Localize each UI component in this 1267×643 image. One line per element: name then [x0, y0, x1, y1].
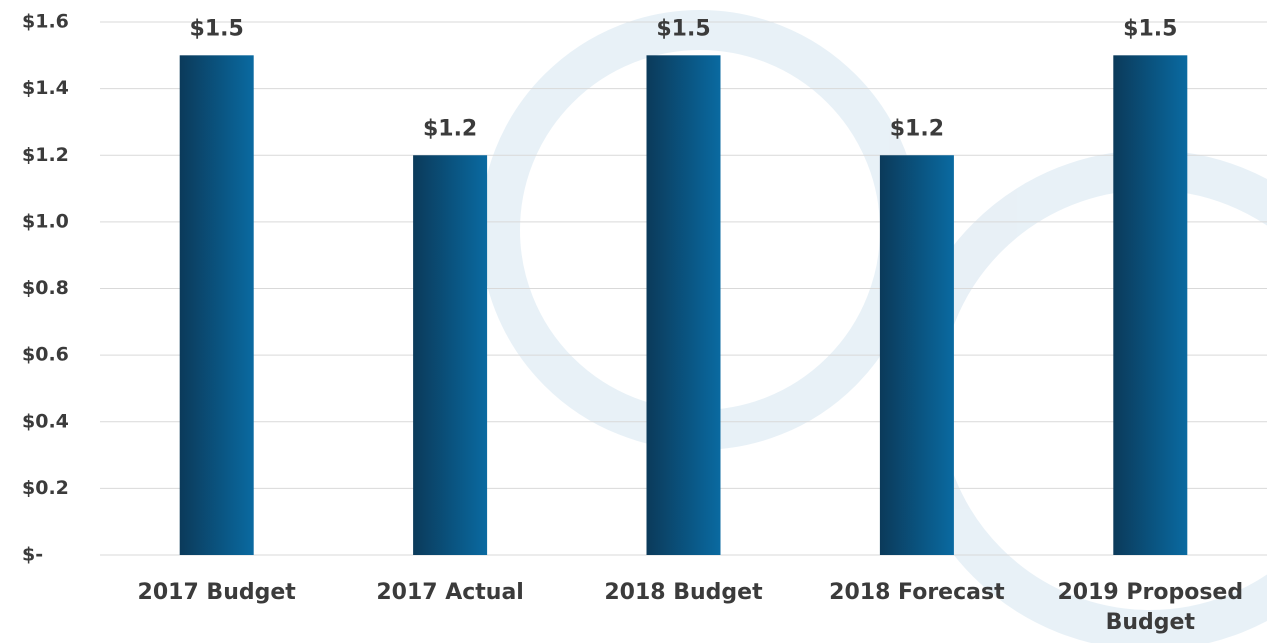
x-tick-label: 2018 Budget: [569, 578, 799, 608]
value-label: $1.2: [423, 116, 477, 141]
bar: [647, 55, 721, 555]
y-tick-label: $1.0: [22, 210, 69, 232]
y-tick-label: $1.6: [22, 11, 69, 33]
y-tick-label: $0.4: [22, 410, 69, 432]
chart: $- $0.2 $0.4 $0.6 $0.8 $1.0 $1.2 $1.4 $1.6 $1.5 $1…: [0, 0, 1267, 643]
y-tick-label: $0.6: [22, 344, 69, 366]
watermark-ring: [920, 170, 1267, 630]
value-label: $1.5: [190, 16, 244, 41]
y-tick-label: $0.2: [22, 477, 69, 499]
y-tick-label: $1.4: [22, 77, 69, 99]
x-tick-label: 2018 Forecast: [802, 578, 1032, 608]
x-tick-label: 2017 Budget: [102, 578, 332, 608]
value-label: $1.2: [890, 116, 944, 141]
bar: [880, 155, 954, 555]
y-tick-label: $1.2: [22, 144, 69, 166]
page: $- $0.2 $0.4 $0.6 $0.8 $1.0 $1.2 $1.4 $1.6 $1.5 $1…: [0, 0, 1267, 643]
y-tick-label: $0.8: [22, 277, 69, 299]
y-tick-label: $-: [22, 544, 43, 566]
value-label: $1.5: [656, 16, 710, 41]
value-label: $1.5: [1123, 16, 1177, 41]
x-tick-label: 2017 Actual: [335, 578, 565, 608]
bar: [413, 155, 487, 555]
x-tick-label: 2019 Proposed Budget: [1035, 578, 1265, 638]
bar: [180, 55, 254, 555]
plot-area: $- $0.2 $0.4 $0.6 $0.8 $1.0 $1.2 $1.4 $1.6 $1.5 $1…: [22, 11, 1267, 566]
bar: [1113, 55, 1187, 555]
